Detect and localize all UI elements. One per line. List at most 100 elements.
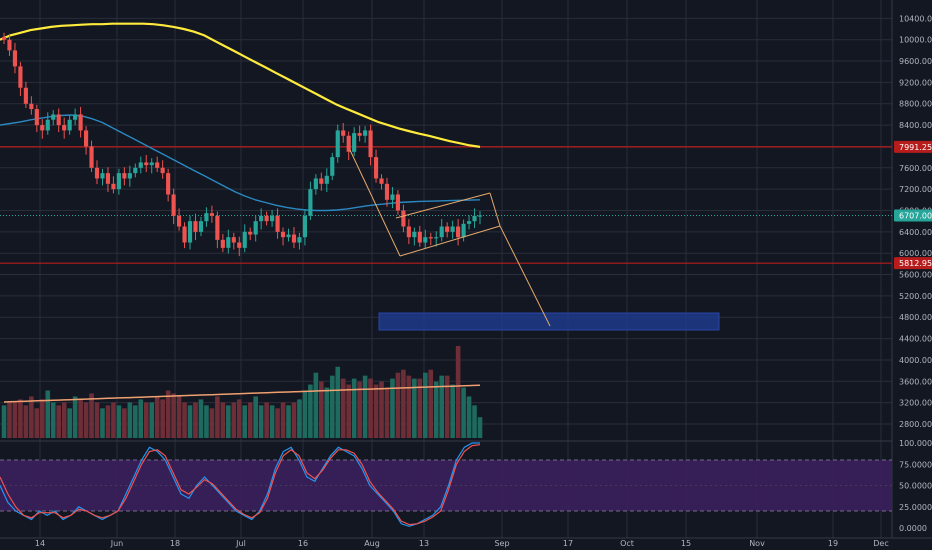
candle-body xyxy=(182,226,187,243)
candle-body xyxy=(363,130,368,136)
candle-body xyxy=(67,119,72,131)
volume-bar xyxy=(428,369,434,438)
candle-body xyxy=(122,173,127,179)
projection-line xyxy=(499,225,551,327)
volume-bar xyxy=(291,402,297,438)
volume-bar xyxy=(40,399,45,438)
volume-bar xyxy=(368,378,373,438)
candle-body xyxy=(368,130,373,158)
volume-bar xyxy=(466,396,472,438)
candle-body xyxy=(461,223,466,238)
volume-bar xyxy=(78,399,83,438)
volume-bar xyxy=(193,402,198,438)
target-zone-box xyxy=(378,312,720,331)
volume-bar xyxy=(7,402,12,438)
candle-body xyxy=(29,103,34,110)
volume-bar xyxy=(29,396,34,438)
candle-body xyxy=(149,162,154,166)
channel-drop-line xyxy=(349,149,401,257)
volume-bar xyxy=(89,393,94,438)
candle-body xyxy=(83,130,89,147)
volume-bar xyxy=(247,402,253,438)
candle-body xyxy=(215,215,220,240)
candle-body xyxy=(160,167,165,174)
candle-body xyxy=(116,173,121,190)
stoch-tick-label: 50.0000 xyxy=(899,482,932,491)
candle-body xyxy=(379,178,384,184)
time-tick-label: 14 xyxy=(35,539,45,548)
time-tick-label: 17 xyxy=(563,539,573,548)
candle-body xyxy=(56,114,61,126)
stoch-k-line xyxy=(0,442,480,527)
price-tick-label: 3600.00 xyxy=(899,377,932,386)
candle-body xyxy=(111,183,116,190)
candle-body xyxy=(62,125,67,131)
volume-bar xyxy=(204,405,209,438)
resistance-price-tag xyxy=(894,140,932,153)
volume-bar xyxy=(275,408,280,438)
candle-body xyxy=(177,215,182,227)
price-tick-label: 4800.00 xyxy=(899,313,932,322)
volume-bar xyxy=(308,384,313,438)
candle-body xyxy=(193,221,198,232)
candle-body xyxy=(264,215,269,222)
price-tick-label: 3200.00 xyxy=(899,399,932,408)
candle-body xyxy=(94,167,100,179)
volume-bar xyxy=(149,402,155,438)
volume-bar xyxy=(362,375,368,438)
volume-bar xyxy=(1,405,7,438)
volume-bar xyxy=(154,396,160,438)
candle-body xyxy=(89,146,94,168)
volume-bar xyxy=(105,405,111,438)
volume-bar xyxy=(439,375,444,438)
resistance-price-tag-label: 7991.25 xyxy=(899,143,932,152)
candle-body xyxy=(412,231,417,238)
candle-body xyxy=(242,231,247,248)
price-tick-label: 2800.00 xyxy=(899,420,932,429)
volume-bar xyxy=(127,402,133,438)
candle-body xyxy=(395,194,401,211)
stoch-d-line xyxy=(0,444,481,526)
candle-body xyxy=(78,114,83,131)
candle-body xyxy=(352,133,357,152)
volume-bar xyxy=(346,384,351,438)
last_price-price-tag-label: 6707.00 xyxy=(899,211,932,220)
volume-bar xyxy=(258,405,264,438)
candle-body xyxy=(406,226,411,238)
candle-body xyxy=(209,213,214,216)
time-tick-label: 19 xyxy=(828,539,838,548)
candle-body xyxy=(226,237,231,248)
time-tick-label: Sep xyxy=(494,539,509,548)
volume-bar xyxy=(313,372,319,438)
volume-bar xyxy=(138,399,144,438)
volume-bar xyxy=(209,408,215,438)
time-tick-label: 13 xyxy=(419,539,429,548)
volume-bar xyxy=(56,405,62,438)
candle-body xyxy=(105,173,111,184)
candle-body xyxy=(472,215,477,222)
price-tick-label: 8400.00 xyxy=(899,121,932,130)
time-tick-label: Oct xyxy=(620,539,634,548)
volume-bar xyxy=(215,396,220,438)
candle-body xyxy=(390,194,395,200)
candle-body xyxy=(7,39,12,51)
channel-lower-line xyxy=(399,225,501,257)
candle-body xyxy=(231,237,236,243)
price-tick-label: 7600.00 xyxy=(899,164,932,173)
candle-body xyxy=(40,125,45,131)
volume-bar xyxy=(406,375,412,438)
candle-body xyxy=(1,37,7,40)
candle-body xyxy=(384,183,390,200)
candle-body xyxy=(401,210,406,227)
volume-bar xyxy=(340,378,346,438)
candle-body xyxy=(166,173,171,195)
volume-bar xyxy=(242,405,248,438)
price-tick-label: 8800.00 xyxy=(899,100,932,109)
candle-body xyxy=(204,213,209,222)
volume-bar xyxy=(373,384,379,438)
volume-bar xyxy=(220,402,226,438)
candle-body xyxy=(286,234,291,238)
candle-body xyxy=(51,114,56,120)
axis-layer: 2800.00 3200.00 3600.00 4000.00 4400.00 4800.… xyxy=(35,14,932,548)
volume-bar xyxy=(422,372,428,438)
